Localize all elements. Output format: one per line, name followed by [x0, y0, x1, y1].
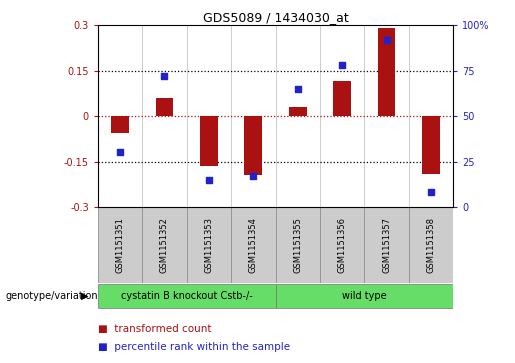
Text: cystatin B knockout Cstb-/-: cystatin B knockout Cstb-/- [121, 291, 252, 301]
Bar [245, 116, 262, 175]
Point [383, 37, 391, 43]
Bar [186, 207, 231, 283]
Bar [231, 207, 276, 283]
Bar [111, 116, 129, 133]
Point [116, 150, 124, 155]
Point [427, 189, 435, 195]
Bar [276, 284, 453, 308]
Text: ■  percentile rank within the sample: ■ percentile rank within the sample [98, 342, 290, 352]
Bar [98, 207, 142, 283]
Bar [320, 207, 364, 283]
Text: GSM1151357: GSM1151357 [382, 217, 391, 273]
Bar [422, 116, 440, 174]
Bar [200, 116, 218, 166]
Text: GSM1151358: GSM1151358 [426, 217, 436, 273]
Text: GSM1151352: GSM1151352 [160, 217, 169, 273]
Text: GSM1151354: GSM1151354 [249, 217, 258, 273]
Bar [377, 28, 396, 116]
Point [205, 177, 213, 183]
Point [249, 173, 258, 179]
Bar [289, 107, 306, 116]
Bar [409, 207, 453, 283]
Text: ▶: ▶ [81, 291, 89, 301]
Text: GSM1151353: GSM1151353 [204, 217, 213, 273]
Bar [276, 207, 320, 283]
Text: wild type: wild type [342, 291, 387, 301]
Text: ■  transformed count: ■ transformed count [98, 323, 211, 334]
Text: GSM1151356: GSM1151356 [338, 217, 347, 273]
Point [294, 86, 302, 92]
Bar [333, 81, 351, 116]
Point [338, 62, 346, 68]
Point [160, 73, 168, 79]
Title: GDS5089 / 1434030_at: GDS5089 / 1434030_at [202, 11, 349, 24]
Bar [156, 98, 174, 116]
Bar [364, 207, 409, 283]
Text: genotype/variation: genotype/variation [5, 291, 98, 301]
Bar [142, 207, 186, 283]
Text: GSM1151351: GSM1151351 [115, 217, 125, 273]
Text: GSM1151355: GSM1151355 [293, 217, 302, 273]
Bar [98, 284, 276, 308]
